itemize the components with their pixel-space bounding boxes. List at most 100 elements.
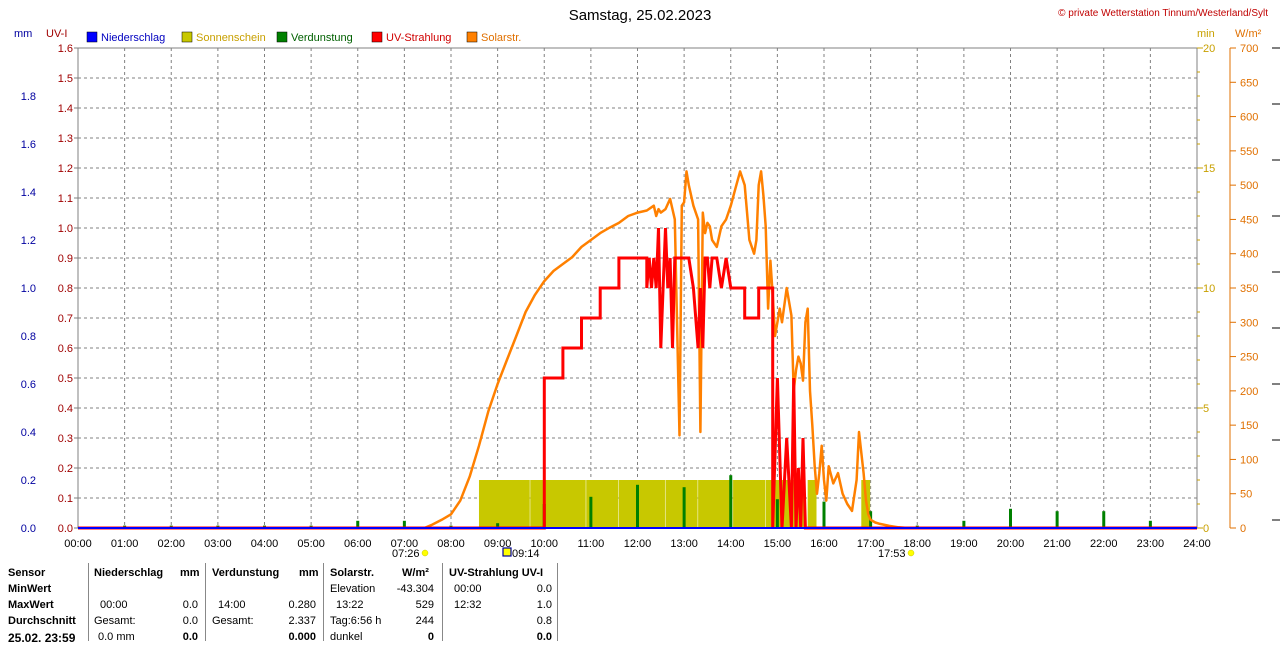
- stats-header-solar-unit: W/m²: [402, 567, 429, 579]
- sonnenschein-bar: [665, 480, 698, 528]
- sonnenschein-bar: [698, 480, 733, 528]
- stats-divider: [205, 563, 206, 641]
- tick-label-wm2: 200: [1240, 386, 1258, 398]
- tick-label-wm2: 50: [1240, 489, 1252, 501]
- solar-line: [423, 170, 913, 530]
- stats-cell-uv-value: 0.0: [536, 583, 552, 595]
- uv-line: [78, 227, 1197, 530]
- tick-label-min: 0: [1203, 523, 1209, 535]
- stats-divider: [442, 563, 443, 641]
- tick-label-wm2: 400: [1240, 249, 1258, 261]
- tick-label-x: 20:00: [997, 538, 1025, 550]
- verdunstung-bar: [1055, 511, 1059, 528]
- stats-cell-niederschlag-value: 0.0: [182, 615, 198, 627]
- stats-cell-niederschlag-time: 0.0 mm: [98, 631, 135, 643]
- tick-label-uv: 0.0: [58, 523, 73, 535]
- stats-header-niederschlag: Niederschlag: [94, 567, 164, 579]
- axis-unit-uv: UV-I: [46, 28, 67, 40]
- tick-label-wm2: 300: [1240, 317, 1258, 329]
- legend-label-verdunstung: Verdunstung: [291, 32, 353, 44]
- verdunstung-bar: [729, 475, 733, 528]
- tick-label-uv: 1.3: [58, 133, 73, 145]
- stats-cell-uv-time: 12:32: [454, 599, 482, 611]
- stats-cell-uv-time: 00:00: [454, 583, 482, 595]
- right-edge-ticks: [1272, 47, 1280, 521]
- stats-header-solar: Solarstr.: [330, 567, 375, 579]
- stats-cell-solar-label: 13:22: [336, 599, 364, 611]
- tick-label-wm2: 100: [1240, 454, 1258, 466]
- stats-row-label: MinWert: [8, 583, 52, 595]
- tick-label-wm2: 250: [1240, 352, 1258, 364]
- sunrise-time: 07:26: [392, 548, 420, 560]
- tick-label-mm: 1.8: [21, 91, 36, 103]
- tick-label-uv: 0.7: [58, 313, 73, 325]
- stats-header-verdunstung: Verdunstung: [212, 567, 280, 579]
- sunrise-marker: 07:26: [392, 548, 429, 560]
- axis-wm2: 0 50 100 150 200 250 300 350 400 450 500 550 600 650 7…: [1229, 43, 1258, 535]
- sunrise-icon: [421, 549, 429, 557]
- tick-label-x: 22:00: [1090, 538, 1118, 550]
- tick-label-wm2: 650: [1240, 77, 1258, 89]
- stats-row-label: Durchschnitt: [8, 615, 76, 627]
- verdunstung-bar: [962, 520, 966, 528]
- noon-time: 09:14: [512, 548, 540, 560]
- tick-label-x: 02:00: [157, 538, 185, 550]
- tick-label-x: 06:00: [344, 538, 372, 550]
- legend-swatch-verdunstung: [276, 31, 288, 43]
- tick-label-mm: 0.4: [21, 427, 36, 439]
- tick-label-wm2: 0: [1240, 523, 1246, 535]
- sonnenschein-bar: [733, 480, 766, 528]
- tick-label-min: 10: [1203, 283, 1215, 295]
- tick-label-x: 09:00: [484, 538, 512, 550]
- tick-label-min: 15: [1203, 163, 1215, 175]
- sunset-time: 17:53: [878, 548, 906, 560]
- tick-label-uv: 1.1: [58, 193, 73, 205]
- legend-swatch-solar: [466, 31, 478, 43]
- verdunstung-bar: [402, 520, 406, 528]
- stats-cell-solar-value: 244: [415, 615, 434, 627]
- stats-cell-niederschlag-time: Gesamt:: [94, 615, 136, 627]
- tick-label-x: 13:00: [670, 538, 698, 550]
- verdunstung-bar: [496, 523, 500, 528]
- chart-title: Samstag, 25.02.2023: [569, 7, 712, 24]
- tick-label-uv: 1.6: [58, 43, 73, 55]
- legend-label-sonnenschein: Sonnenschein: [196, 32, 266, 44]
- tick-label-x: 18:00: [903, 538, 931, 550]
- verdunstung-bar: [1102, 511, 1106, 528]
- axis-unit-wm2: W/m²: [1235, 28, 1262, 40]
- stats-cell-niederschlag-time: 00:00: [100, 599, 128, 611]
- verdunstung-bar: [589, 496, 593, 528]
- tick-label-wm2: 150: [1240, 420, 1258, 432]
- stats-cell-verdunstung-value: 0.000: [288, 631, 316, 643]
- stats-divider: [88, 563, 89, 641]
- tick-label-x: 03:00: [204, 538, 232, 550]
- tick-label-wm2: 600: [1240, 112, 1258, 124]
- noon-icon: [502, 547, 512, 557]
- stats-cell-solar-value: 0: [427, 631, 434, 643]
- tick-label-x: 12:00: [624, 538, 652, 550]
- tick-label-uv: 0.5: [58, 373, 73, 385]
- stats-cell-verdunstung-time: 14:00: [218, 599, 246, 611]
- tick-label-x: 05:00: [297, 538, 325, 550]
- legend-swatch-niederschlag: [86, 31, 98, 43]
- verdunstung-bar: [682, 487, 686, 528]
- copyright-text: © private Wetterstation Tinnum/Westerlan…: [1058, 8, 1268, 19]
- tick-label-wm2: 450: [1240, 214, 1258, 226]
- tick-label-mm: 0.2: [21, 475, 36, 487]
- axis-unit-mm: mm: [14, 28, 32, 40]
- stats-cell-niederschlag-value: 0.0: [182, 631, 198, 643]
- tick-label-uv: 1.4: [58, 103, 73, 115]
- legend-label-uv: UV-Strahlung: [386, 32, 451, 44]
- series-sonnenschein: [478, 480, 871, 528]
- tick-label-uv: 0.2: [58, 463, 73, 475]
- tick-label-x: 21:00: [1043, 538, 1071, 550]
- stats-cell-uv-value: 1.0: [536, 599, 552, 611]
- stats-cell-uv-value: 0.8: [536, 615, 552, 627]
- stats-row-label: 25.02. 23:59: [8, 631, 76, 645]
- stats-cell-verdunstung-value: 0.280: [288, 599, 316, 611]
- tick-label-x: 16:00: [810, 538, 838, 550]
- tick-label-uv: 0.1: [58, 493, 73, 505]
- tick-label-x: 15:00: [764, 538, 792, 550]
- weather-chart: Samstag, 25.02.2023 © private Wetterstat…: [14, 7, 1280, 560]
- verdunstung-bar: [822, 501, 826, 528]
